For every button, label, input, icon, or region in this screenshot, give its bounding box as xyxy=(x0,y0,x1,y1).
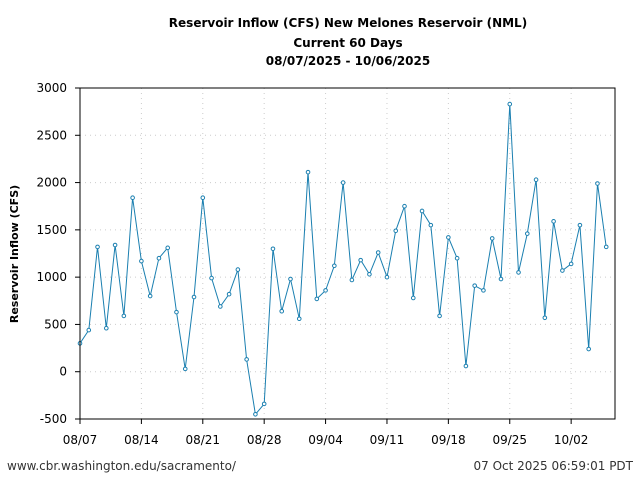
data-point[interactable] xyxy=(235,267,241,272)
data-point[interactable] xyxy=(182,366,188,372)
data-point[interactable] xyxy=(253,411,258,417)
data-point[interactable] xyxy=(516,270,521,275)
data-point[interactable] xyxy=(112,242,118,248)
data-point[interactable] xyxy=(314,296,320,302)
data-point[interactable] xyxy=(586,346,591,352)
data-point[interactable] xyxy=(305,169,311,175)
data-point[interactable] xyxy=(358,257,363,263)
chart-date-range: 08/07/2025 - 10/06/2025 xyxy=(266,54,430,68)
data-point[interactable] xyxy=(147,293,153,299)
data-point[interactable] xyxy=(323,288,328,293)
x-tick-label: 09/04 xyxy=(308,433,343,447)
data-point[interactable] xyxy=(410,295,416,301)
data-point[interactable] xyxy=(121,313,127,319)
x-tick-label: 08/21 xyxy=(185,433,220,447)
data-point[interactable] xyxy=(165,245,171,251)
data-point[interactable] xyxy=(507,101,513,107)
data-point[interactable] xyxy=(200,195,206,201)
data-point[interactable] xyxy=(340,180,346,185)
data-point[interactable] xyxy=(542,315,548,321)
data-point[interactable] xyxy=(472,283,477,288)
y-axis-label: Reservoir Inflow (CFS) xyxy=(8,185,21,323)
data-point[interactable] xyxy=(244,357,249,362)
data-point[interactable] xyxy=(375,250,381,255)
data-point[interactable] xyxy=(560,268,565,273)
data-point[interactable] xyxy=(498,276,504,282)
data-point[interactable] xyxy=(209,275,214,281)
data-point[interactable] xyxy=(349,277,355,283)
data-point[interactable] xyxy=(296,316,302,322)
x-tick-label: 08/28 xyxy=(247,433,282,447)
data-point[interactable] xyxy=(437,313,442,319)
data-point[interactable] xyxy=(533,177,539,183)
data-point[interactable] xyxy=(489,236,495,241)
plot-frame xyxy=(79,87,616,420)
data-point[interactable] xyxy=(130,195,135,201)
chart-title: Reservoir Inflow (CFS) New Melones Reser… xyxy=(169,16,527,30)
chart-subtitle: Current 60 Days xyxy=(293,36,402,50)
data-point[interactable] xyxy=(261,401,267,407)
data-point[interactable] xyxy=(603,244,609,250)
x-tick-label: 08/14 xyxy=(124,433,159,447)
data-point[interactable] xyxy=(226,291,232,297)
generated-timestamp: 07 Oct 2025 06:59:01 PDT xyxy=(473,459,633,473)
data-point[interactable] xyxy=(551,219,556,224)
data-point[interactable] xyxy=(367,272,372,277)
data-point[interactable] xyxy=(86,327,92,333)
data-point[interactable] xyxy=(384,274,390,280)
data-point[interactable] xyxy=(393,228,399,234)
data-point[interactable] xyxy=(270,246,276,252)
data-point[interactable] xyxy=(463,363,469,369)
data-point[interactable] xyxy=(454,255,460,261)
y-tick-label: 500 xyxy=(44,317,67,331)
data-point[interactable] xyxy=(446,235,451,240)
data-point[interactable] xyxy=(481,288,486,293)
x-tick-label: 08/07 xyxy=(63,433,98,447)
data-point[interactable] xyxy=(577,222,583,228)
data-point[interactable] xyxy=(191,294,197,300)
data-point[interactable] xyxy=(174,309,179,315)
x-tick-label: 09/25 xyxy=(492,433,527,447)
data-point[interactable] xyxy=(524,231,530,236)
data-point[interactable] xyxy=(156,255,162,261)
data-point[interactable] xyxy=(402,203,407,209)
x-tick-label: 09/18 xyxy=(431,433,466,447)
data-point[interactable] xyxy=(419,208,425,214)
data-point[interactable] xyxy=(104,325,109,331)
y-tick-label: 3000 xyxy=(36,81,67,95)
x-axis-ticks: 08/07 08/14 08/21 08/28 09/04 09/11 09/18 09/25… xyxy=(63,419,589,447)
data-point[interactable] xyxy=(95,244,100,250)
y-tick-label: 0 xyxy=(59,365,67,379)
y-axis-ticks: -500 0 500 1000 1500 2000 2500 3000 xyxy=(36,81,80,426)
data-point[interactable] xyxy=(428,222,434,228)
y-tick-label: 2500 xyxy=(36,128,67,142)
series-layer xyxy=(77,101,609,417)
data-point[interactable] xyxy=(218,304,223,309)
y-tick-label: 1000 xyxy=(36,270,67,284)
data-point[interactable] xyxy=(568,261,574,267)
x-tick-label: 10/02 xyxy=(554,433,589,447)
y-tick-label: 2000 xyxy=(36,176,67,190)
grid-layer xyxy=(80,88,615,419)
data-point[interactable] xyxy=(288,276,293,282)
data-point[interactable] xyxy=(595,181,600,186)
x-tick-label: 09/11 xyxy=(370,433,405,447)
source-url[interactable]: www.cbr.washington.edu/sacramento/ xyxy=(7,459,237,473)
data-point[interactable] xyxy=(139,258,144,264)
y-tick-label: -500 xyxy=(40,412,67,426)
data-point[interactable] xyxy=(279,308,285,314)
y-tick-label: 1500 xyxy=(36,223,67,237)
data-point[interactable] xyxy=(332,263,337,269)
